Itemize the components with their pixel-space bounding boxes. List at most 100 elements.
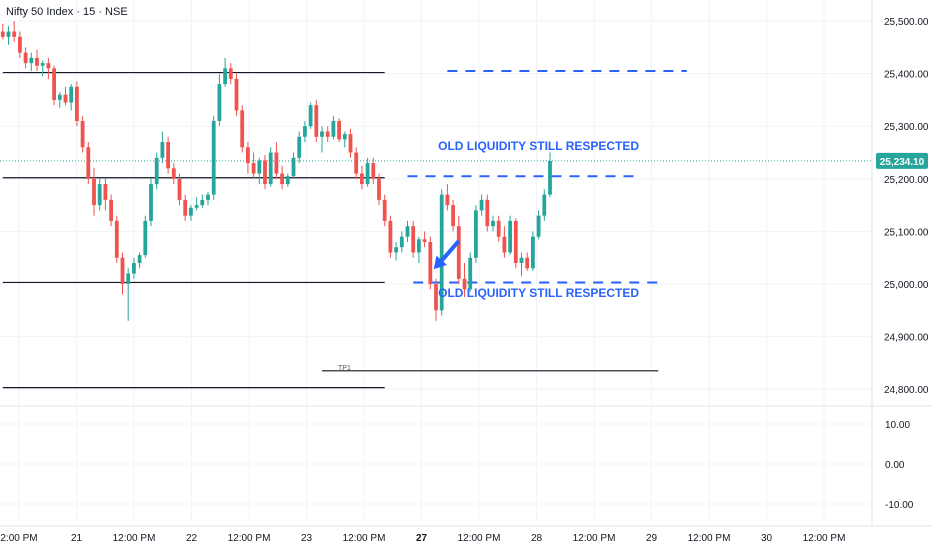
candle-body	[228, 68, 233, 79]
candle-body	[502, 236, 507, 253]
price-tick-label: 24,900.00	[884, 333, 929, 344]
candle-body	[320, 131, 324, 137]
time-tick-label: 2:00 PM	[0, 533, 37, 544]
candle-body	[388, 220, 393, 253]
candle-body	[439, 194, 444, 311]
time-tick-label: 12:00 PM	[803, 533, 846, 544]
candle-body	[285, 176, 290, 185]
last-price-label: 25,234.10	[880, 157, 925, 168]
oscillator-tick-label: -10.00	[885, 500, 914, 511]
candle-body	[263, 160, 267, 185]
time-tick-label: 28	[531, 533, 543, 544]
candle-body	[109, 199, 113, 221]
candle-body	[525, 257, 530, 269]
candle-body	[234, 78, 239, 111]
candle-body	[365, 163, 370, 185]
candle-body	[257, 160, 262, 174]
time-tick-label: 21	[71, 533, 83, 544]
candle-body	[280, 173, 284, 185]
time-tick-label: 29	[646, 533, 658, 544]
candle-body	[52, 68, 56, 100]
candle-body	[519, 257, 524, 263]
candle-body	[92, 178, 96, 206]
candle-body	[434, 284, 438, 311]
candle-body	[166, 142, 170, 169]
candle-body	[405, 226, 410, 237]
candle-body	[177, 178, 182, 200]
candle-body	[0, 31, 5, 37]
candle-body	[382, 199, 387, 221]
candle-body	[149, 184, 153, 221]
candle-body	[337, 120, 341, 140]
candle-body	[297, 136, 302, 158]
candle-body	[154, 157, 159, 185]
candle-body	[542, 194, 547, 216]
candle-body	[548, 160, 552, 195]
price-tick-label: 25,400.00	[884, 70, 929, 81]
candle-body	[399, 236, 404, 248]
candle-body	[496, 220, 501, 237]
candle-body	[223, 68, 227, 85]
candle-body	[331, 120, 336, 137]
candle-body	[29, 57, 34, 64]
time-tick-label: 12:00 PM	[688, 533, 731, 544]
candle-body	[479, 199, 484, 211]
candle-body	[57, 94, 62, 100]
time-tick-label: 12:00 PM	[343, 533, 386, 544]
candle-body	[274, 152, 279, 174]
candle-body	[6, 31, 11, 37]
candle-body	[18, 36, 22, 53]
candle-body	[12, 31, 17, 37]
time-tick-label: 12:00 PM	[458, 533, 501, 544]
candle-body	[468, 257, 473, 290]
candle-body	[63, 94, 68, 103]
candle-body	[251, 163, 256, 174]
candle-body	[268, 152, 273, 185]
candle-body	[126, 273, 131, 285]
candle-body	[451, 205, 455, 227]
candle-body	[211, 120, 216, 195]
symbol-title: Nifty 50 Index · 15 · NSE	[6, 6, 128, 18]
candle-body	[23, 52, 28, 64]
time-tick-label: 12:00 PM	[228, 533, 271, 544]
candle-body	[377, 178, 381, 200]
candle-body	[536, 215, 541, 237]
candle-body	[69, 86, 74, 103]
candle-body	[137, 255, 142, 263]
candle-body	[348, 134, 353, 153]
candle-body	[342, 134, 347, 140]
candle-body	[485, 199, 490, 227]
candle-body	[513, 220, 518, 263]
time-tick-label: 22	[186, 533, 198, 544]
time-tick-label: 27	[416, 533, 428, 544]
candle-body	[143, 220, 148, 256]
candle-body	[240, 110, 245, 148]
candle-body	[97, 184, 102, 206]
candle-body	[246, 147, 250, 164]
candle-body	[120, 257, 125, 285]
time-tick-label: 12:00 PM	[573, 533, 616, 544]
candle-body	[491, 220, 495, 227]
candle-body	[194, 205, 199, 208]
candle-body	[86, 147, 91, 179]
time-tick-label: 12:00 PM	[113, 533, 156, 544]
candle-body	[160, 142, 165, 158]
candle-body	[462, 278, 467, 290]
candle-body	[303, 126, 307, 137]
candle-body	[75, 86, 79, 121]
candle-body	[411, 226, 416, 253]
last-price-badge	[876, 152, 928, 169]
candle-body	[200, 199, 205, 206]
candle-body	[422, 239, 427, 242]
candle-body	[103, 184, 108, 200]
candle-body	[114, 220, 119, 258]
price-tick-label: 25,300.00	[884, 122, 929, 133]
candle-body	[189, 207, 193, 216]
candle-body	[291, 157, 296, 177]
time-tick-label: 23	[301, 533, 313, 544]
price-tick-label: 24,800.00	[884, 385, 929, 396]
candle-body	[206, 194, 210, 200]
candle-body	[46, 63, 51, 69]
candle-body	[40, 63, 45, 66]
